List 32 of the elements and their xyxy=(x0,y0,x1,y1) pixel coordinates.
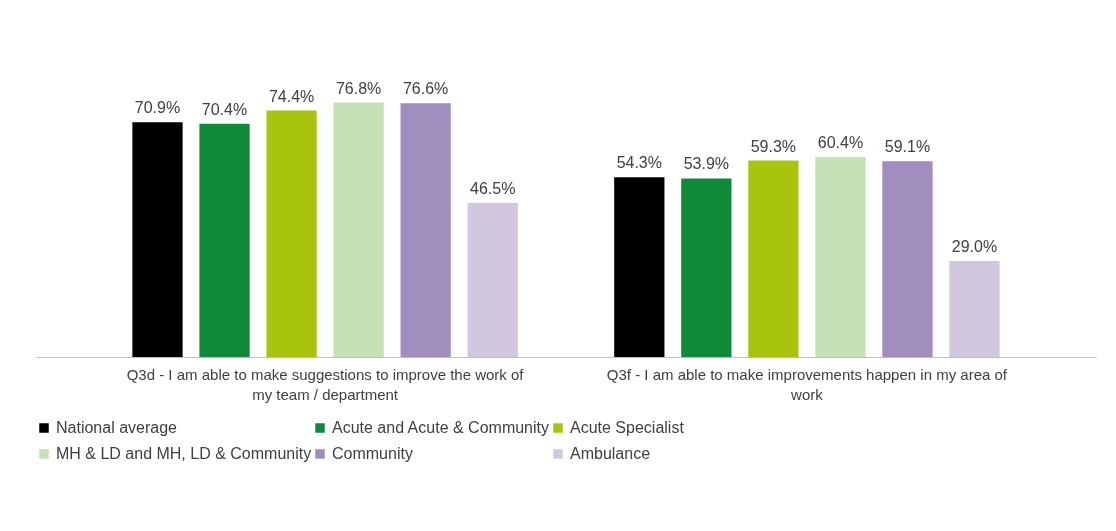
bar xyxy=(199,123,250,357)
bar xyxy=(815,156,866,357)
legend-label: Acute and Acute & Community xyxy=(332,419,549,436)
data-label: 60.4% xyxy=(817,133,864,151)
bar xyxy=(467,202,518,357)
x-tick-label: Q3d - I am able to make suggestions to improve the work of my team / department xyxy=(126,365,525,403)
x-tick-label: Q3f - I am able to make improvements happen in my area of work xyxy=(606,365,1008,403)
data-label: 59.1% xyxy=(884,138,931,156)
data-label: 59.3% xyxy=(750,137,797,155)
data-label: 74.4% xyxy=(268,87,315,105)
data-label: 76.6% xyxy=(402,80,449,98)
bar xyxy=(748,160,799,357)
data-label: 76.8% xyxy=(335,79,382,97)
legend-label: Ambulance xyxy=(570,445,651,462)
data-label: 54.3% xyxy=(616,154,663,172)
data-label: 29.0% xyxy=(951,237,998,255)
data-label: 70.4% xyxy=(201,100,248,118)
data-label: 70.9% xyxy=(134,99,181,117)
data-label: 46.5% xyxy=(469,179,516,197)
data-label: 53.9% xyxy=(683,155,730,173)
bar xyxy=(614,177,665,357)
legend-label: Acute Specialist xyxy=(570,419,685,436)
bar xyxy=(266,110,317,357)
bar xyxy=(333,102,384,357)
legend-label: MH & LD and MH, LD & Community xyxy=(56,445,312,462)
legend-label: National average xyxy=(56,419,178,436)
bar xyxy=(681,178,732,357)
bar xyxy=(132,122,183,357)
bar xyxy=(400,103,451,357)
bar xyxy=(882,161,933,357)
bar xyxy=(949,260,1000,357)
legend-label: Community xyxy=(332,445,413,462)
